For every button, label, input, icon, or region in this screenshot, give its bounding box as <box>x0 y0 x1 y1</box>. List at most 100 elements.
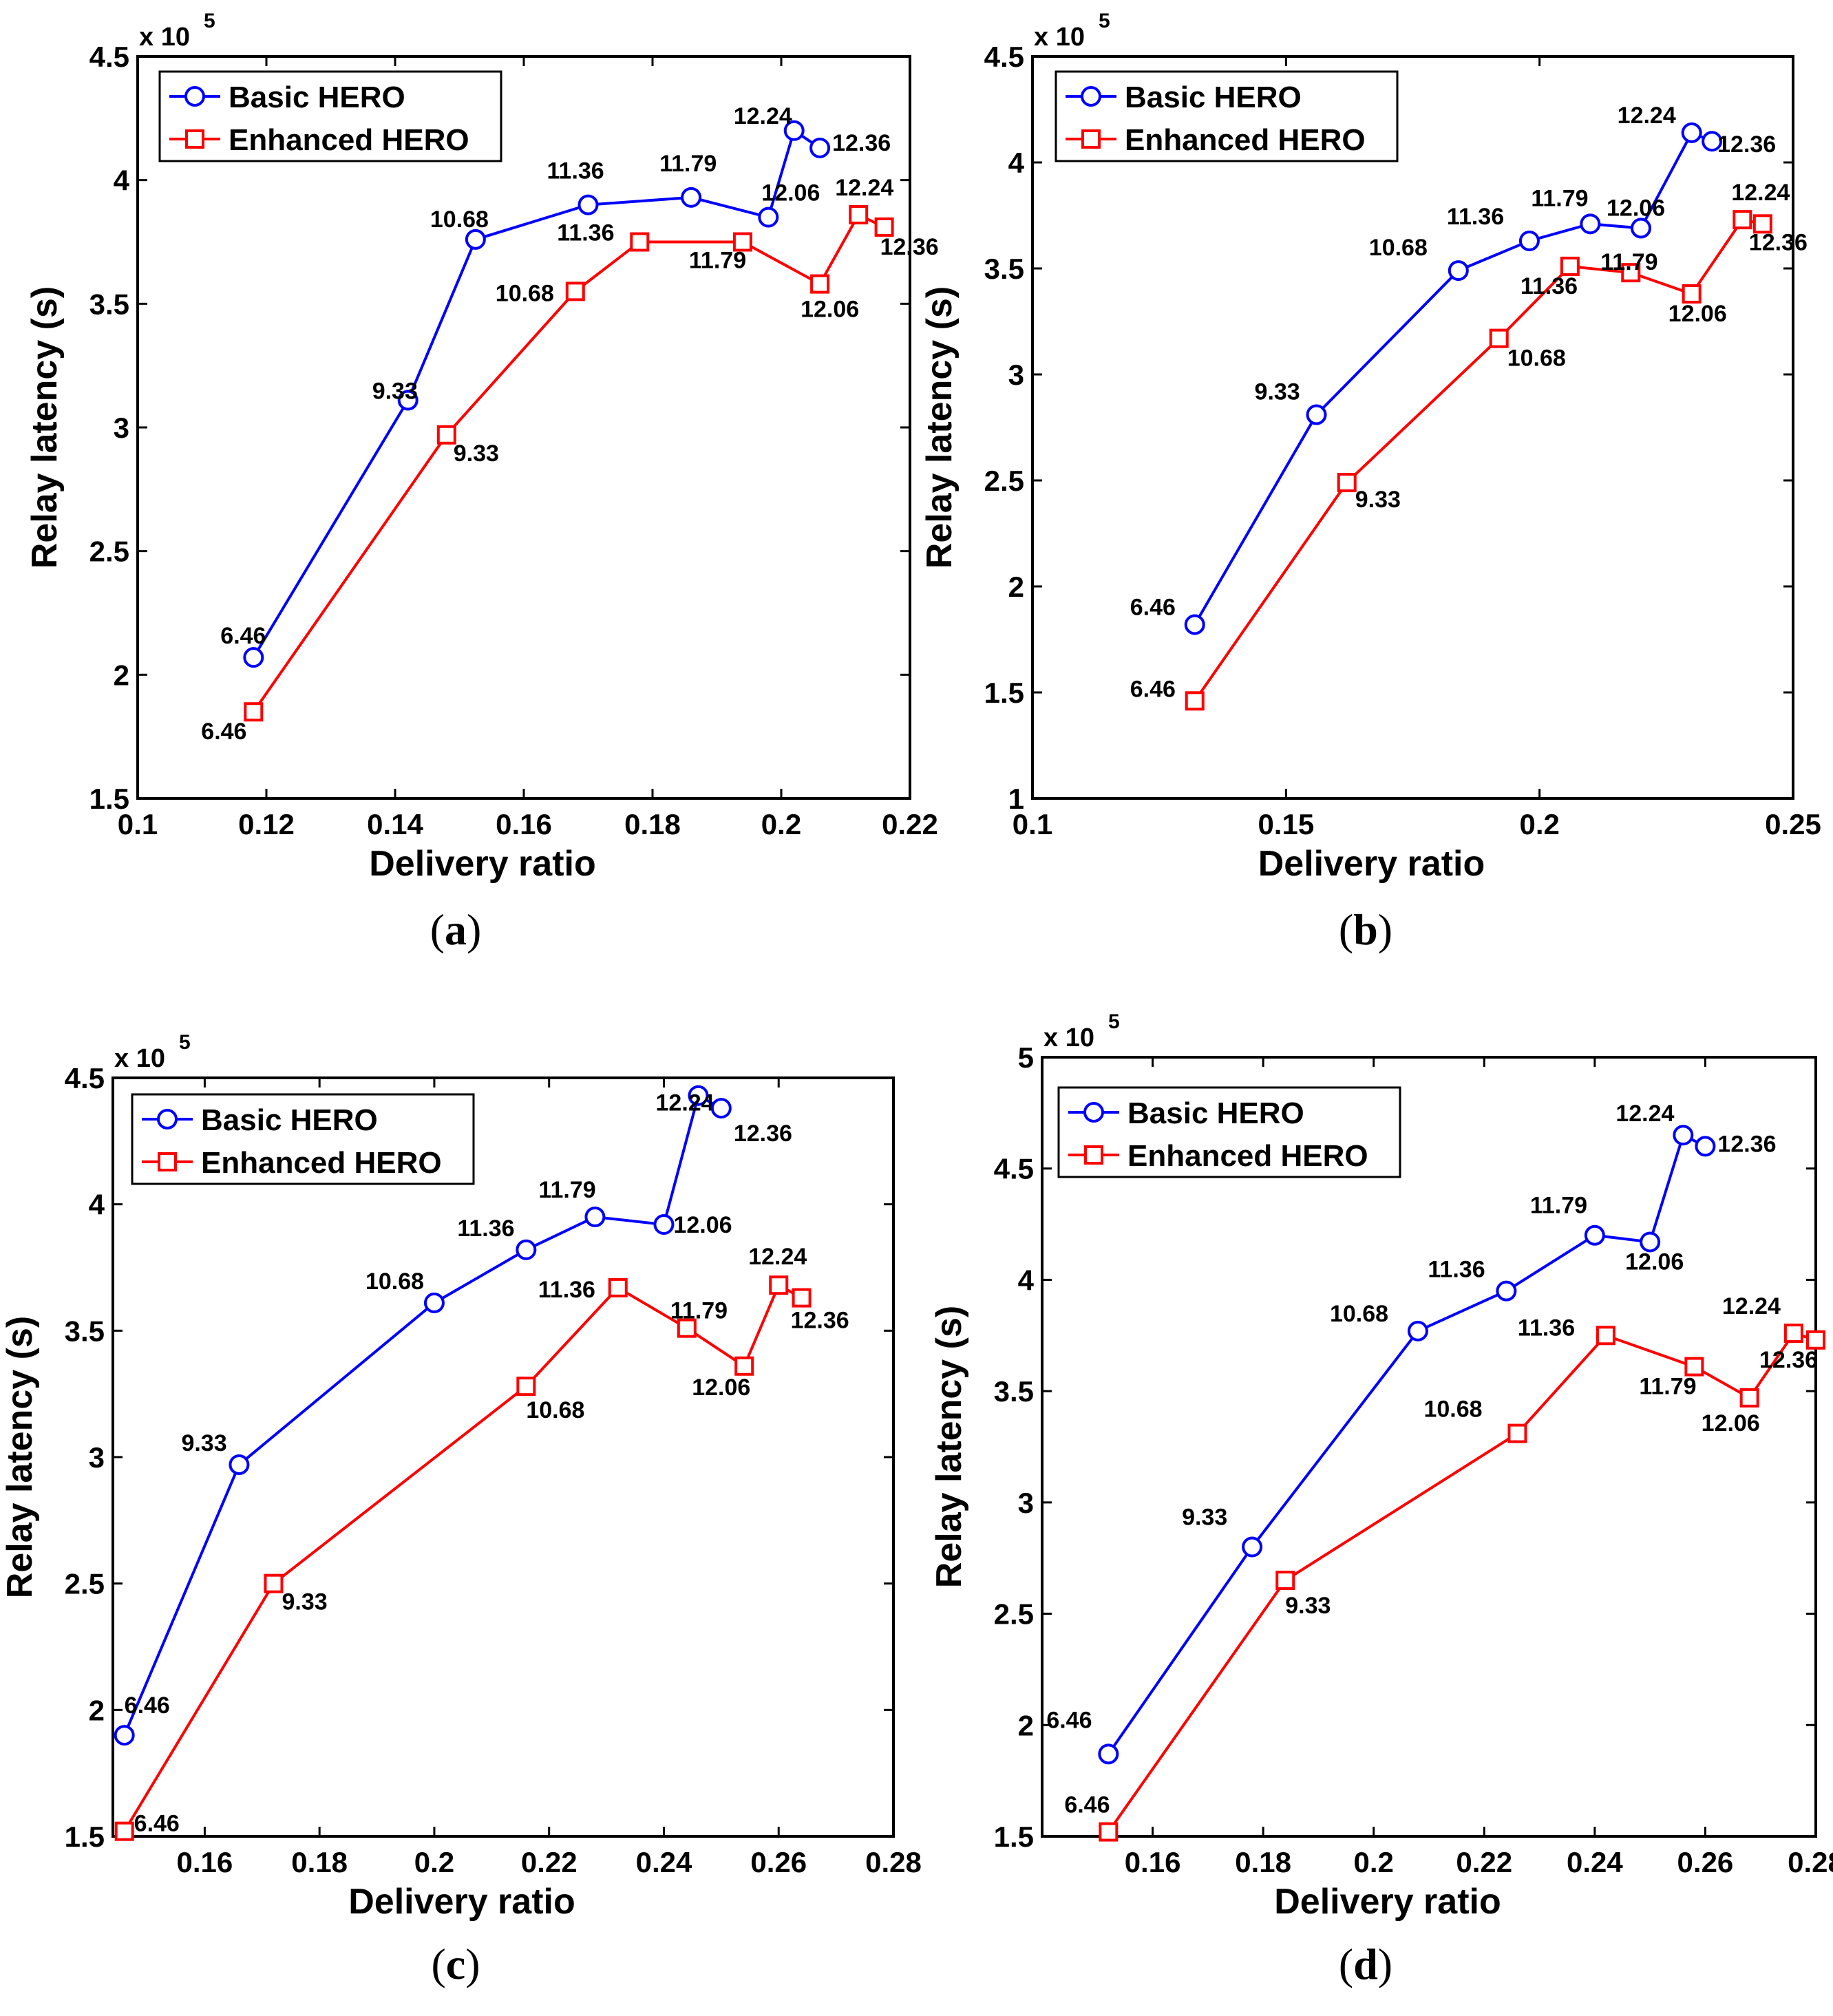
series-line <box>1194 217 1763 702</box>
data-label: 12.36 <box>1717 1131 1776 1157</box>
data-label: 10.68 <box>1369 235 1428 261</box>
x-tick-label: 0.1 <box>1013 808 1052 840</box>
data-point-square <box>769 1275 789 1295</box>
data-label: 9.33 <box>1355 487 1401 513</box>
data-point-circle <box>710 1098 732 1119</box>
y-tick-label: 3.5 <box>994 1375 1034 1408</box>
data-point-square <box>1682 284 1702 304</box>
data-label: 12.06 <box>1607 195 1665 221</box>
x-tick-label: 0.16 <box>1125 1846 1181 1878</box>
data-point-square <box>436 425 456 445</box>
data-point-square <box>114 1821 134 1841</box>
series-line <box>123 1093 722 1736</box>
x-tick-label: 0.28 <box>1788 1846 1833 1878</box>
x-tick-label: 0.2 <box>1354 1846 1394 1878</box>
data-label: 12.36 <box>1759 1347 1818 1373</box>
data-point-square <box>608 1277 628 1297</box>
data-label: 12.06 <box>1668 301 1727 327</box>
data-label: 12.06 <box>761 180 820 206</box>
series-line <box>252 213 885 713</box>
data-point-circle <box>114 1725 135 1746</box>
data-label: 12.06 <box>1625 1249 1684 1275</box>
x-tick-label: 0.28 <box>865 1846 922 1878</box>
data-label: 11.36 <box>538 1277 595 1303</box>
chart-panel-a: 0.1 0.12 0.14 0.16 0.18 0.2 0.22 1.5 2 2.5 3 3.5 4 4.… <box>25 10 939 954</box>
data-label: 10.68 <box>365 1269 424 1295</box>
legend-square-icon <box>1084 1145 1103 1165</box>
data-point-square <box>1560 256 1580 276</box>
data-point-circle <box>1673 1125 1694 1146</box>
y-tick-label: 5 <box>1018 1041 1034 1074</box>
y-tick-label: 2 <box>89 1694 105 1726</box>
y-tick-label: 3 <box>114 412 129 444</box>
data-point-square <box>732 232 752 252</box>
legend-circle-icon <box>184 86 205 107</box>
y-tick-label: 3 <box>89 1441 105 1474</box>
x-tick-label: 0.1 <box>118 808 158 840</box>
y-tick-label: 2.5 <box>65 1568 105 1600</box>
data-label: 12.36 <box>1749 229 1808 255</box>
x-tick-label: 0.18 <box>624 808 681 840</box>
legend-box <box>131 1093 475 1185</box>
legend-label: Enhanced HERO <box>229 123 469 157</box>
data-point-square <box>1783 1324 1803 1344</box>
data-point-circle <box>809 137 831 158</box>
legend-square-icon <box>158 1152 177 1171</box>
panel-caption: (b) <box>1339 905 1392 954</box>
x-tick-label: 0.2 <box>761 808 801 840</box>
data-label: 11.79 <box>670 1298 728 1324</box>
legend-label: Enhanced HERO <box>1125 123 1366 157</box>
data-point-square <box>1275 1571 1295 1591</box>
y-tick-label: 1.5 <box>994 1821 1034 1853</box>
legend-label: Basic HERO <box>229 81 405 114</box>
y-tick-label: 3.5 <box>984 253 1024 285</box>
x-tick-label: 0.22 <box>882 808 938 840</box>
data-label: 12.06 <box>801 297 859 323</box>
data-point-circle <box>423 1292 445 1313</box>
y-tick-label: 3 <box>1008 359 1024 391</box>
data-point-circle <box>578 194 599 215</box>
series-basic-hero: 6.46 9.33 10.68 11.36 11.79 12.06 12.24 12.36 <box>1130 103 1776 635</box>
data-label: 9.33 <box>1255 379 1300 405</box>
series-line <box>123 1283 803 1832</box>
y-tick-label: 3 <box>1018 1487 1034 1519</box>
data-point-square <box>1507 1423 1527 1443</box>
legend-label: Basic HERO <box>201 1103 378 1137</box>
data-label: 9.33 <box>1285 1593 1331 1619</box>
data-label: 6.46 <box>201 719 246 745</box>
data-point-circle <box>1580 213 1601 235</box>
data-point-circle <box>1098 1743 1119 1765</box>
data-point-circle <box>516 1239 537 1260</box>
legend-label: Enhanced HERO <box>201 1146 442 1180</box>
y-axis-title: Relay latency (s) <box>25 286 65 569</box>
y-tick-label: 4.5 <box>65 1062 105 1094</box>
x-tick-label: 0.24 <box>1567 1846 1623 1878</box>
y-tick-label: 4.5 <box>984 41 1024 73</box>
series-line <box>1194 131 1713 626</box>
x-tick-label: 0.15 <box>1258 808 1314 840</box>
x-tick-label: 0.18 <box>291 1846 348 1878</box>
x-axis-title: Delivery ratio <box>369 844 596 884</box>
chart-panel-c: 0.16 0.18 0.2 0.22 0.24 0.26 0.28 1.5 2 2.5 3 3.5 4 4… <box>0 1031 922 1988</box>
x-axis-title: Delivery ratio <box>1274 1882 1501 1922</box>
data-point-square <box>874 217 894 237</box>
y-multiplier-label: x 10 <box>1034 23 1085 52</box>
data-label: 11.79 <box>689 248 746 274</box>
y-multiplier-exponent: 5 <box>1108 1010 1120 1033</box>
x-tick-label: 0.26 <box>750 1846 807 1878</box>
data-label: 10.68 <box>526 1397 584 1423</box>
y-tick-label: 2.5 <box>994 1598 1034 1631</box>
y-tick-label: 2 <box>1008 571 1024 603</box>
legend: Basic HERO Enhanced HERO <box>158 70 502 162</box>
y-tick-label: 4 <box>1008 147 1025 179</box>
data-label: 12.06 <box>1702 1410 1760 1436</box>
plot-frame <box>112 1076 895 1838</box>
data-point-circle <box>1407 1320 1428 1341</box>
data-label: 11.36 <box>1447 204 1504 230</box>
legend-box <box>158 70 502 162</box>
plot-frame <box>1041 1056 1817 1838</box>
data-label: 6.46 <box>1064 1792 1110 1818</box>
data-label: 10.68 <box>430 206 489 233</box>
data-point-square <box>734 1356 754 1376</box>
data-point-circle <box>758 206 779 228</box>
